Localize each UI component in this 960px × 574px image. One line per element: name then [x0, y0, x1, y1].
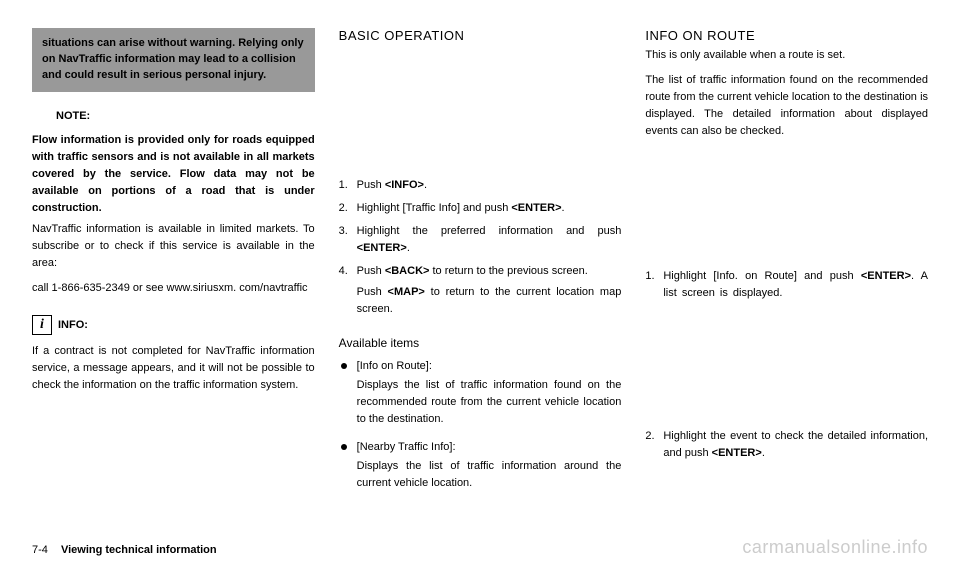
list-item: [Nearby Traffic Info]: Displays the list…: [339, 439, 622, 492]
info-on-route-heading: INFO ON ROUTE: [645, 28, 928, 43]
watermark: carmanualsonline.info: [742, 537, 928, 558]
step-text: Push: [357, 179, 385, 191]
step-text: Push: [357, 265, 385, 277]
step-3: Highlight the preferred information and …: [339, 223, 622, 257]
flow-info-para: Flow information is provided only for ro…: [32, 132, 315, 217]
image-placeholder: [645, 148, 928, 268]
section-title: Viewing technical information: [61, 544, 217, 556]
step-text: to return to the previous screen.: [429, 265, 587, 277]
page-number: 7-4: [32, 544, 48, 556]
navtraffic-para: NavTraffic information is available in l…: [32, 221, 315, 272]
footer-left: 7-4 Viewing technical information: [32, 544, 217, 556]
step-2: Highlight [Traffic Info] and push <ENTER…: [339, 200, 622, 217]
step-text: Push: [357, 286, 388, 298]
column-middle: BASIC OPERATION Push <INFO>. Highlight […: [339, 28, 622, 518]
list-item: [Info on Route]: Displays the list of tr…: [339, 358, 622, 428]
step-text: Highlight [Info. on Route] and push: [663, 270, 861, 282]
page-footer: 7-4 Viewing technical information carman…: [32, 537, 928, 558]
info-icon: i: [32, 315, 52, 335]
info-para: If a contract is not completed for NavTr…: [32, 343, 315, 394]
item-body: Displays the list of traffic information…: [357, 379, 622, 425]
route-intro: This is only available when a route is s…: [645, 47, 928, 64]
basic-operation-heading: BASIC OPERATION: [339, 28, 622, 43]
step-1: Highlight [Info. on Route] and push <ENT…: [645, 268, 928, 302]
contact-para: call 1-866-635-2349 or see www.siriusxm.…: [32, 280, 315, 297]
image-placeholder: [645, 308, 928, 428]
enter-button-ref: <ENTER>: [712, 447, 762, 459]
info-button-ref: <INFO>: [385, 179, 424, 191]
page-columns: situations can arise without warning. Re…: [32, 28, 928, 518]
column-left: situations can arise without warning. Re…: [32, 28, 315, 518]
info-row: i INFO:: [32, 315, 315, 335]
step-text: .: [407, 242, 410, 254]
step-text: Highlight [Traffic Info] and push: [357, 202, 512, 214]
step-sub: Push <MAP> to return to the current loca…: [357, 284, 622, 318]
item-title: [Info on Route]:: [357, 358, 622, 375]
step-text: .: [762, 447, 765, 459]
basic-operation-steps: Push <INFO>. Highlight [Traffic Info] an…: [339, 177, 622, 324]
step-text: .: [562, 202, 565, 214]
step-text: Highlight the event to check the detaile…: [663, 430, 928, 459]
image-placeholder: [339, 47, 622, 177]
back-button-ref: <BACK>: [385, 265, 430, 277]
step-text: .: [424, 179, 427, 191]
map-button-ref: <MAP>: [388, 286, 425, 298]
warning-box: situations can arise without warning. Re…: [32, 28, 315, 92]
step-4: Push <BACK> to return to the previous sc…: [339, 263, 622, 318]
item-body: Displays the list of traffic information…: [357, 460, 622, 489]
info-label: INFO:: [58, 319, 88, 331]
available-items-heading: Available items: [339, 336, 622, 350]
route-para: The list of traffic information found on…: [645, 72, 928, 140]
enter-button-ref: <ENTER>: [357, 242, 407, 254]
item-title: [Nearby Traffic Info]:: [357, 439, 622, 456]
column-right: INFO ON ROUTE This is only available whe…: [645, 28, 928, 518]
available-items-list: [Info on Route]: Displays the list of tr…: [339, 358, 622, 501]
enter-button-ref: <ENTER>: [861, 270, 911, 282]
info-route-steps: Highlight [Info. on Route] and push <ENT…: [645, 268, 928, 308]
note-label: NOTE:: [56, 110, 315, 122]
enter-button-ref: <ENTER>: [511, 202, 561, 214]
info-route-steps-2: Highlight the event to check the detaile…: [645, 428, 928, 468]
step-2: Highlight the event to check the detaile…: [645, 428, 928, 462]
step-1: Push <INFO>.: [339, 177, 622, 194]
step-text: Highlight the preferred information and …: [357, 225, 622, 237]
